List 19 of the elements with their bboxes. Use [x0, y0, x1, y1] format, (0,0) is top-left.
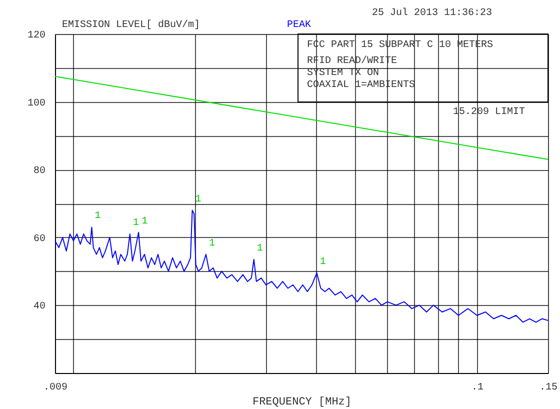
text: 25 Jul 2013 11:36:23: [372, 7, 492, 19]
annotation: 1: [142, 216, 148, 228]
y-tick-label: 40: [33, 302, 46, 313]
annotation: 1: [256, 243, 263, 254]
annotation: 1: [132, 218, 139, 230]
annotation: 1: [320, 256, 326, 268]
x-axis-title: FREQUENCY [MHz]: [252, 396, 352, 408]
annotation: 1: [208, 238, 215, 250]
x-tick-label: .1: [471, 382, 484, 394]
y-tick-label: 100: [27, 98, 46, 110]
y-axis-title: EMISSION LEVEL[ dBuV/m]: [62, 19, 200, 31]
text: PEAK: [287, 20, 312, 31]
annotation: 1: [195, 194, 202, 206]
x-tick-label: .009: [43, 382, 68, 394]
y-tick-label: 80: [33, 166, 46, 178]
y-tick-label: 120: [27, 30, 46, 42]
annotation: 1: [94, 211, 101, 222]
x-tick-label: .15: [539, 382, 558, 394]
y-tick-label: 60: [33, 234, 46, 245]
